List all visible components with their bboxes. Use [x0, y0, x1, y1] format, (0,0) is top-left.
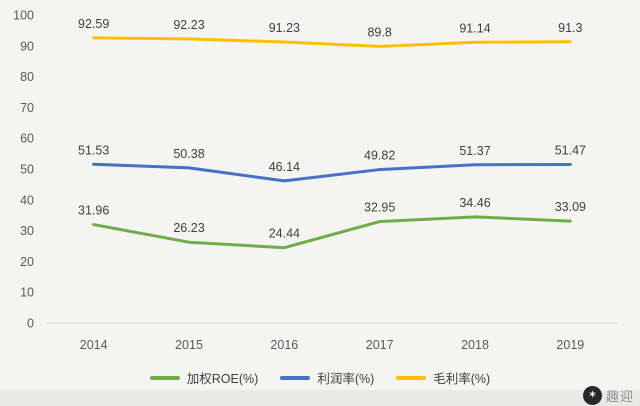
x-tick-label: 2015 [175, 338, 203, 352]
x-tick-label: 2018 [461, 338, 489, 352]
chart-legend: 加权ROE(%) 利润率(%) 毛利率(%) [0, 368, 640, 387]
legend-label: 利润率(%) [317, 372, 375, 386]
legend-label: 毛利率(%) [433, 372, 491, 386]
series-line [92, 162, 572, 183]
x-tick-label: 2016 [270, 338, 298, 352]
x-tick-label: 2019 [556, 338, 584, 352]
y-tick-label: 100 [13, 9, 34, 23]
y-tick-label: 40 [20, 193, 34, 207]
watermark-text: 趣迎 [605, 389, 634, 404]
y-tick-label: 0 [27, 317, 34, 331]
y-tick-label: 60 [20, 132, 34, 146]
legend-swatch [149, 375, 180, 380]
data-label: 91.3 [558, 21, 582, 35]
y-tick-label: 20 [20, 255, 34, 269]
data-label: 51.47 [555, 143, 586, 157]
data-label: 34.46 [459, 196, 490, 210]
data-label: 89.8 [367, 25, 391, 39]
y-tick-label: 10 [20, 286, 34, 300]
y-tick-label: 50 [20, 163, 34, 177]
data-label: 91.14 [459, 21, 490, 35]
legend-label: 加权ROE(%) [186, 372, 259, 386]
data-label: 51.53 [78, 143, 109, 157]
star-burst-icon: ✶ [582, 386, 602, 405]
legend-item: 毛利率(%) [396, 368, 490, 387]
data-label: 51.37 [459, 144, 490, 158]
y-tick-label: 30 [20, 224, 34, 238]
data-label: 92.23 [173, 18, 204, 32]
y-tick-label: 80 [20, 70, 34, 84]
data-label: 50.38 [173, 147, 204, 161]
data-label: 31.96 [78, 204, 109, 218]
y-tick-label: 70 [20, 101, 34, 115]
data-label: 46.14 [269, 160, 300, 174]
data-label: 24.44 [269, 227, 300, 241]
watermark: ✶ 趣迎 [582, 386, 634, 405]
data-label: 33.09 [555, 200, 586, 214]
series-line [92, 36, 572, 48]
legend-item: 利润率(%) [280, 368, 374, 387]
footer-band [0, 390, 640, 406]
x-tick-label: 2014 [80, 338, 108, 352]
legend-item: 加权ROE(%) [149, 368, 259, 387]
data-label: 49.82 [364, 149, 395, 163]
legend-swatch [280, 375, 311, 380]
data-label: 92.59 [78, 17, 109, 31]
series-line [92, 215, 572, 250]
data-label: 32.95 [364, 201, 395, 215]
data-label: 26.23 [173, 221, 204, 235]
legend-swatch [396, 375, 427, 380]
x-tick-label: 2017 [366, 338, 394, 352]
y-tick-label: 90 [20, 39, 34, 53]
data-label: 91.23 [269, 21, 300, 35]
